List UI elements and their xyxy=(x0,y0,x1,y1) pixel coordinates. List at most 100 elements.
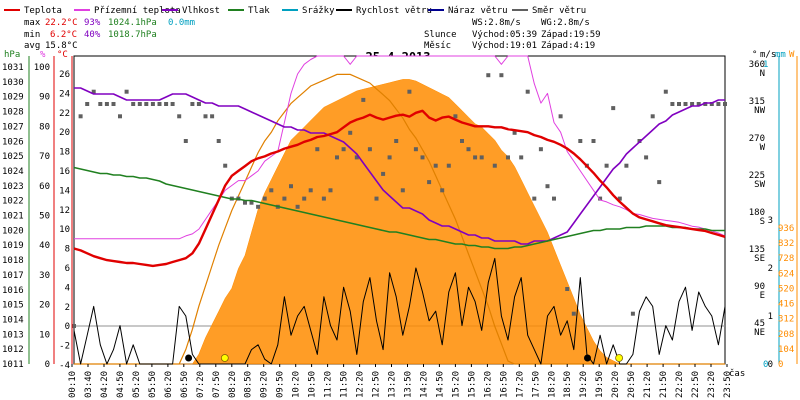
wind-tick-label: 3 xyxy=(768,216,773,226)
stat-max-label: max xyxy=(24,18,41,28)
pressure-tick-label: 1025 xyxy=(2,152,24,162)
wind-direction-point xyxy=(78,114,83,119)
time-tick-label: 10:50 xyxy=(308,371,318,398)
stat-min-hum: 40% xyxy=(84,30,101,40)
sun-label: Slunce xyxy=(424,30,457,40)
wind-direction-point xyxy=(552,196,556,201)
wind-direction-point xyxy=(196,102,201,106)
time-tick-label: 07:20 xyxy=(196,371,206,398)
temperature-unit: °C xyxy=(57,50,68,60)
solar-tick-label: 520 xyxy=(778,284,794,294)
wind-direction-point xyxy=(262,196,267,201)
temperature-tick-label: 10 xyxy=(59,225,70,235)
wind-direction-point xyxy=(315,147,320,152)
ground-temperature-line xyxy=(74,55,726,240)
temperature-tick-label: 18 xyxy=(59,148,70,158)
wind-direction-point xyxy=(72,324,76,328)
time-tick-label: 09:50 xyxy=(276,371,286,398)
wind-direction-point xyxy=(591,139,596,143)
wind-direction-point xyxy=(170,102,175,106)
pressure-tick-label: 1017 xyxy=(2,271,24,281)
time-tick-label: 22:50 xyxy=(691,371,701,398)
wind-direction-point xyxy=(348,130,353,135)
stat-avg-temp: 15.8°C xyxy=(45,41,78,51)
pressure-tick-label: 1022 xyxy=(2,197,24,207)
wind-direction-point xyxy=(558,114,563,119)
wind-direction-point xyxy=(387,155,392,160)
time-tick-label: 17:50 xyxy=(531,371,541,398)
wind-direction-point xyxy=(249,200,254,205)
pressure-tick-label: 1019 xyxy=(2,241,24,251)
pressure-unit: hPa xyxy=(4,50,20,60)
time-tick-label: 13:20 xyxy=(388,371,398,398)
time-tick-label: 16:20 xyxy=(483,371,493,398)
time-tick-label: 18:20 xyxy=(547,371,557,398)
wind-direction-point xyxy=(670,102,675,106)
data-series xyxy=(73,55,726,365)
direction-unit: ° xyxy=(752,50,757,60)
time-tick-label: 05:50 xyxy=(148,371,158,398)
direction-tick-compass: SE xyxy=(754,254,765,264)
time-tick-label: 14:20 xyxy=(420,371,430,398)
direction-tick-compass: N xyxy=(760,69,765,79)
time-tick-label: 03:40 xyxy=(84,371,94,398)
temperature-tick-label: 20 xyxy=(59,128,70,138)
wind-direction-point xyxy=(538,147,543,152)
solar-tick-label: 624 xyxy=(778,269,794,279)
time-tick-label: 12:50 xyxy=(372,371,382,398)
direction-tick-compass: NW xyxy=(754,106,765,116)
time-tick-label: 23:50 xyxy=(723,371,733,398)
time-tick-label: 15:20 xyxy=(451,371,461,398)
pressure-tick-label: 1031 xyxy=(2,63,24,73)
wind-tick-label: 0 xyxy=(768,360,773,370)
moon-marker xyxy=(185,354,193,362)
wind-direction-point xyxy=(157,102,162,106)
stat-min-press: 1018.7hPa xyxy=(108,30,157,40)
pressure-tick-label: 1014 xyxy=(2,315,24,325)
wind-direction-point xyxy=(104,102,109,106)
wind-direction-point xyxy=(124,89,129,94)
legend-label: Přízemní teplota xyxy=(94,6,181,16)
wind-direction-point xyxy=(131,102,136,106)
wind-direction-point xyxy=(210,114,215,119)
wind-direction-point xyxy=(282,196,287,201)
stat-min-label: min xyxy=(24,30,40,40)
time-tick-label: 20:20 xyxy=(611,371,621,398)
solar-tick-label: 416 xyxy=(778,300,794,310)
legend-label: Srážky xyxy=(302,6,335,16)
wind-direction-point xyxy=(400,188,405,193)
temperature-tick-label: 14 xyxy=(59,186,70,196)
wind-direction-point xyxy=(374,196,379,201)
time-tick-label: 17:20 xyxy=(515,371,525,398)
temperature-tick-label: -4 xyxy=(59,361,70,371)
time-tick-label: 21:50 xyxy=(659,371,669,398)
direction-tick-compass: NE xyxy=(754,328,765,338)
stat-max-hum: 93% xyxy=(84,18,101,28)
wind-direction-point xyxy=(709,102,714,106)
wind-direction-point xyxy=(308,188,313,193)
wind-direction-point xyxy=(460,139,464,143)
direction-tick-compass: SW xyxy=(754,180,765,190)
solar-unit: W xyxy=(789,50,795,60)
temperature-tick-label: 0 xyxy=(65,322,70,332)
pressure-tick-label: 1029 xyxy=(2,93,24,103)
wind-direction-point xyxy=(644,155,649,160)
pressure-tick-label: 1023 xyxy=(2,182,24,192)
time-tick-label: 19:20 xyxy=(579,371,589,398)
right-axes: ° m/smm W360N315NW270W225SW180S135SE90E45N… xyxy=(749,50,798,370)
wind-direction-point xyxy=(289,184,293,189)
humidity-tick-label: 10 xyxy=(39,330,50,340)
wind-direction-point xyxy=(506,155,510,160)
stat-max-press: 1024.1hPa xyxy=(108,18,157,28)
wind-direction-point xyxy=(85,102,90,106)
stat-max-temp: 22.2°C xyxy=(45,18,78,28)
wind-direction-point xyxy=(453,114,458,119)
wind-speed-line xyxy=(73,257,726,365)
humidity-line xyxy=(74,87,725,245)
wind-direction-point xyxy=(571,311,576,316)
rain-tick-label: 1 xyxy=(763,60,768,70)
pressure-tick-label: 1016 xyxy=(2,286,24,296)
pressure-tick-label: 1030 xyxy=(2,78,24,88)
wind-direction-point xyxy=(519,155,524,160)
